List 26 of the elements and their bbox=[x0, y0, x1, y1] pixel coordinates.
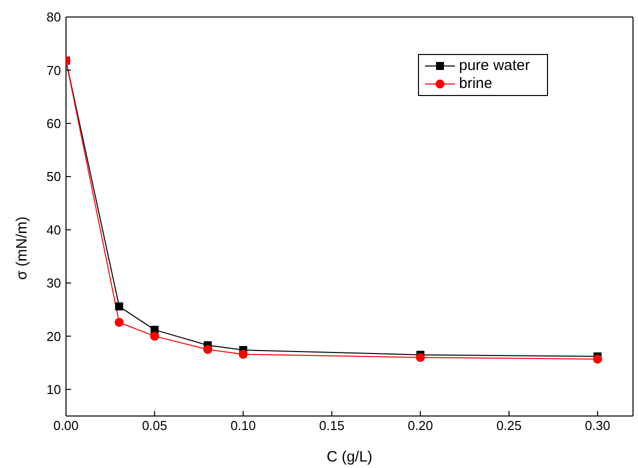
y-axis-title: σ (mN/m) bbox=[13, 216, 30, 280]
y-tick-label: 60 bbox=[46, 116, 61, 132]
y-tick-label: 30 bbox=[46, 276, 61, 291]
y-tick-label: 70 bbox=[46, 62, 61, 78]
point bbox=[238, 350, 248, 359]
x-tick-label: 0.25 bbox=[496, 418, 522, 434]
x-tick-label: 0.05 bbox=[142, 418, 168, 434]
point bbox=[593, 354, 602, 364]
x-axis-title: C (g/L) bbox=[326, 448, 372, 466]
point bbox=[150, 332, 160, 341]
x-tick-label: 0.00 bbox=[53, 418, 79, 434]
legend-label: pure water bbox=[459, 57, 530, 75]
x-tick-label: 0.30 bbox=[584, 418, 610, 434]
x-tick-label: 0.10 bbox=[230, 418, 256, 434]
x-tick-label: 0.15 bbox=[319, 418, 344, 434]
x-tick-label: 0.20 bbox=[408, 418, 434, 434]
y-tick-label: 10 bbox=[46, 382, 61, 398]
point bbox=[115, 302, 124, 310]
point bbox=[203, 345, 212, 354]
point bbox=[416, 352, 425, 362]
y-tick-label: 40 bbox=[46, 222, 61, 238]
y-tick-label: 20 bbox=[46, 328, 61, 344]
point bbox=[114, 318, 124, 327]
legend-label: brine bbox=[459, 75, 492, 93]
y-tick-label: 80 bbox=[46, 10, 61, 25]
y-tick-label: 50 bbox=[46, 169, 61, 184]
